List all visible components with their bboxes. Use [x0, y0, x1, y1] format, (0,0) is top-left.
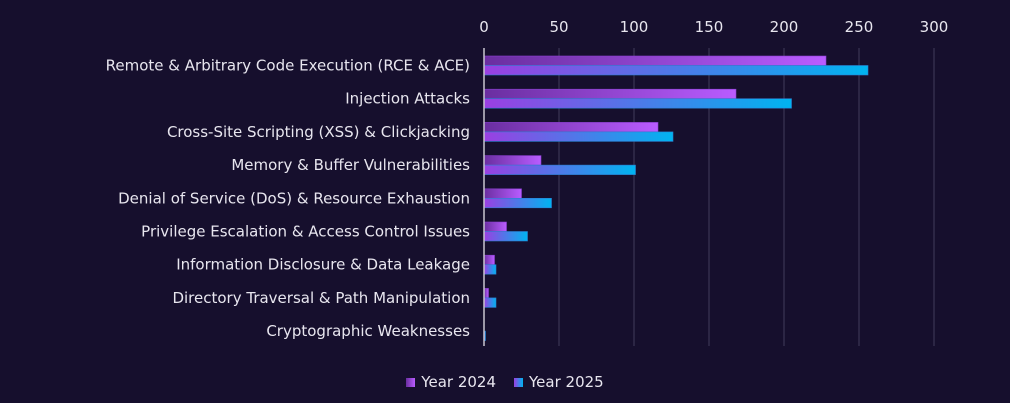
- category-label: Denial of Service (DoS) & Resource Exhau…: [118, 189, 470, 207]
- bar-2025[interactable]: [483, 264, 497, 275]
- x-tick-label: 300: [920, 18, 949, 36]
- bar-chart: 0 50 100 150 200 250 300 Remote & Arbitrary Co…: [106, 18, 948, 346]
- x-tick-label: 50: [549, 18, 568, 36]
- x-tick-labels: 0 50 100 150 200 250 300: [479, 18, 948, 36]
- bar-2024[interactable]: [483, 188, 522, 199]
- category-labels: Remote & Arbitrary Code Execution (RCE &…: [106, 57, 471, 341]
- legend-swatch-2024: [406, 377, 416, 387]
- category-label: Directory Traversal & Path Manipulation: [172, 289, 470, 307]
- legend-label-2025: Year 2025: [529, 373, 604, 391]
- category-label: Cryptographic Weaknesses: [266, 322, 470, 340]
- bar-2024[interactable]: [483, 254, 495, 265]
- x-tick-label: 200: [770, 18, 799, 36]
- category-label: Privilege Escalation & Access Control Is…: [141, 223, 470, 241]
- category-label: Information Disclosure & Data Leakage: [176, 256, 470, 274]
- category-label: Injection Attacks: [345, 90, 470, 108]
- bar-2025[interactable]: [483, 231, 528, 242]
- bar-2025[interactable]: [483, 131, 674, 142]
- bar-2025[interactable]: [483, 65, 869, 76]
- bar-2025[interactable]: [483, 98, 792, 109]
- bar-2025[interactable]: [483, 297, 497, 308]
- bar-2024[interactable]: [483, 221, 507, 232]
- bar-2024[interactable]: [483, 55, 827, 66]
- category-label: Memory & Buffer Vulnerabilities: [231, 156, 470, 174]
- x-tick-label: 100: [620, 18, 649, 36]
- x-tick-label: 250: [845, 18, 874, 36]
- bars: [483, 55, 869, 341]
- legend-label-2024: Year 2024: [421, 373, 496, 391]
- legend: Year 2024 Year 2025: [0, 373, 1010, 391]
- x-tick-label: 150: [695, 18, 724, 36]
- legend-item-2025[interactable]: Year 2025: [514, 373, 604, 391]
- category-label: Cross-Site Scripting (XSS) & Clickjackin…: [167, 123, 470, 141]
- x-tick-label: 0: [479, 18, 489, 36]
- bar-2024[interactable]: [483, 155, 542, 166]
- bar-2024[interactable]: [483, 88, 737, 99]
- legend-item-2024[interactable]: Year 2024: [406, 373, 496, 391]
- bar-2025[interactable]: [483, 164, 636, 175]
- legend-swatch-2025: [514, 377, 523, 387]
- category-label: Remote & Arbitrary Code Execution (RCE &…: [106, 57, 470, 75]
- bar-2024[interactable]: [483, 122, 659, 133]
- bar-2025[interactable]: [483, 198, 552, 209]
